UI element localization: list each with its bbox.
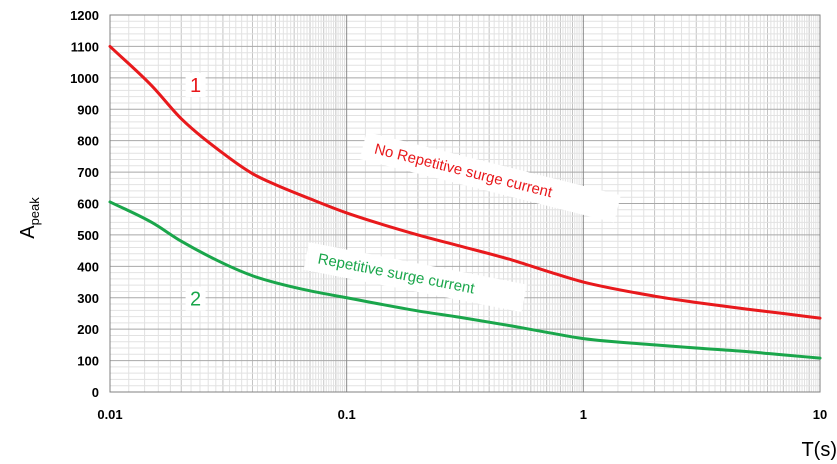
series-lines xyxy=(108,44,822,360)
y-tick-label: 1000 xyxy=(70,71,99,86)
y-tick-label: 600 xyxy=(77,197,99,212)
y-tick-labels: 0 100 200 300 400 500 600 700 800 900 1000 1100 1200 xyxy=(70,8,99,400)
y-tick-label: 100 xyxy=(77,354,99,369)
y-tick-label: 200 xyxy=(77,322,99,337)
y-tick-label: 300 xyxy=(77,291,99,306)
annotation-background xyxy=(359,131,621,223)
x-axis-label: T(s) xyxy=(801,439,837,461)
marker-background xyxy=(185,72,206,97)
y-tick-label: 900 xyxy=(77,102,99,117)
x-tick-label: 10 xyxy=(813,407,827,422)
x-tick-label: 1 xyxy=(580,407,587,422)
annotation-background xyxy=(303,242,527,313)
marker-background xyxy=(185,286,206,311)
series-line-2 xyxy=(108,200,822,360)
y-axis-label-main: A xyxy=(17,225,39,239)
y-tick-label: 0 xyxy=(92,385,99,400)
series-line-1 xyxy=(108,44,822,320)
y-tick-label: 1100 xyxy=(71,39,99,54)
y-axis-label: Apeak xyxy=(17,197,42,239)
x-tick-label: 0.01 xyxy=(97,407,122,422)
y-tick-label: 800 xyxy=(77,134,99,149)
y-tick-label: 500 xyxy=(77,228,99,243)
y-axis-label-subscript: peak xyxy=(27,197,42,226)
y-tick-label: 1200 xyxy=(70,8,99,23)
y-tick-label: 700 xyxy=(77,165,99,180)
curve-number-1: 1 xyxy=(190,75,201,97)
x-tick-label: 0.1 xyxy=(338,407,356,422)
curve-number-2: 2 xyxy=(190,289,201,311)
x-tick-labels: 0.01 0.1 1 10 xyxy=(97,407,827,422)
y-tick-label: 400 xyxy=(77,259,99,274)
